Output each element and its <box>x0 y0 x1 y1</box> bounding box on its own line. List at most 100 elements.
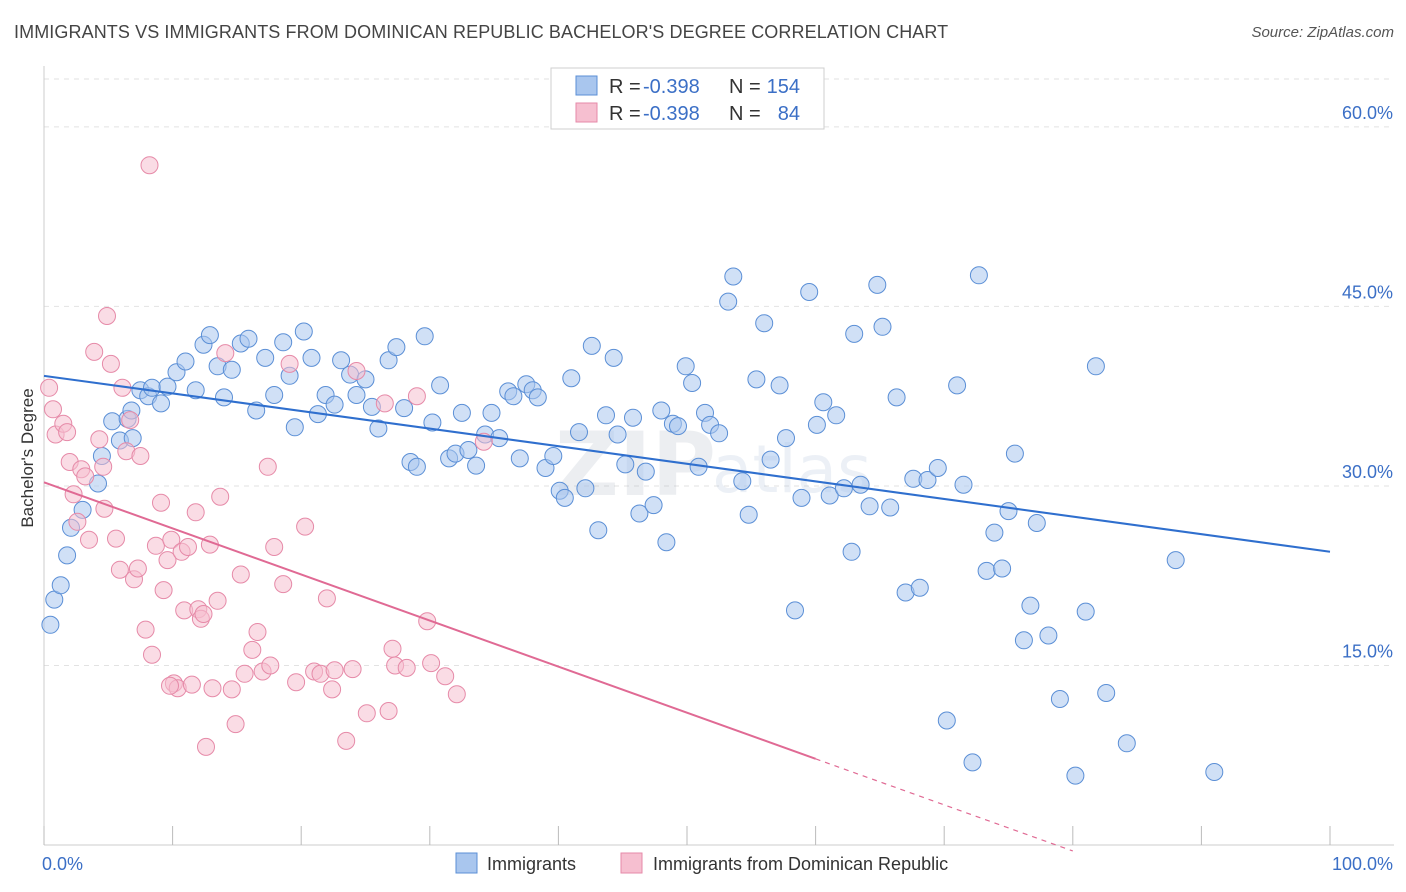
immigrants-point <box>842 542 861 561</box>
dominican-point <box>296 517 315 536</box>
dominican-point <box>379 702 398 720</box>
immigrants-point <box>834 479 853 498</box>
dominican-point <box>418 612 437 631</box>
dominican-point <box>337 731 356 750</box>
dominican-point <box>146 536 165 555</box>
immigrants-point <box>887 388 906 407</box>
dominican-point <box>80 530 98 549</box>
stats-r-label: R = <box>609 76 641 98</box>
dominican-point <box>162 530 181 549</box>
dominican-point <box>140 156 159 175</box>
dominican-point <box>136 620 155 639</box>
dominican-point <box>203 679 222 698</box>
immigrants-point <box>222 360 241 379</box>
dominican-point <box>94 457 113 476</box>
immigrants-point <box>1097 684 1116 702</box>
immigrants-point <box>1014 631 1033 650</box>
immigrants-point <box>528 388 547 407</box>
immigrants-point <box>786 601 804 620</box>
immigrants-point <box>423 413 442 432</box>
dominican-point <box>265 538 284 556</box>
dominican-point <box>152 493 170 512</box>
chart-title: IMMIGRANTS VS IMMIGRANTS FROM DOMINICAN … <box>14 22 949 42</box>
immigrants-point <box>733 472 752 491</box>
dominican-point <box>143 645 161 664</box>
immigrants-point <box>274 333 293 352</box>
immigrants-point <box>881 498 900 517</box>
dominican-point <box>422 654 441 673</box>
immigrants-point <box>387 338 406 357</box>
y-tick-label: 60.0% <box>1342 103 1393 123</box>
dominican-point <box>323 680 342 699</box>
dominican-point <box>154 581 173 600</box>
dominican-point <box>325 661 344 680</box>
immigrants-point <box>985 523 1004 542</box>
immigrants-point <box>41 615 60 634</box>
dominican-point <box>121 411 140 430</box>
immigrants-point <box>176 352 195 371</box>
dominican-point <box>98 307 116 325</box>
immigrants-point <box>657 533 676 552</box>
immigrants-point <box>158 377 177 396</box>
dominican-point <box>128 559 147 578</box>
immigrants-point <box>200 326 219 345</box>
dominican-point <box>182 675 201 694</box>
dominican-point <box>317 589 336 608</box>
immigrants-point <box>792 488 811 507</box>
dominican-point <box>383 639 402 658</box>
stats-n-value: 84 <box>778 103 800 125</box>
y-tick-labels: 15.0% 30.0% 45.0% 60.0% <box>1342 103 1393 662</box>
immigrants-point <box>482 403 501 422</box>
dominican-point <box>131 447 150 465</box>
immigrants-point <box>999 502 1018 521</box>
immigrants-point <box>669 417 687 436</box>
x-tick-labels: 0.0% 100.0% <box>42 854 1393 874</box>
immigrants-point <box>1021 596 1040 615</box>
immigrants-point <box>616 455 635 474</box>
dominican-point <box>107 529 125 548</box>
immigrants-point <box>624 408 642 427</box>
immigrants-point <box>239 329 258 348</box>
immigrants-point <box>1205 763 1224 781</box>
dominican-point <box>101 354 120 373</box>
immigrants-point <box>937 711 956 730</box>
immigrants-point <box>739 505 758 524</box>
dominican-point <box>226 715 245 734</box>
stats-n-label: N = <box>729 76 761 98</box>
dominican-point <box>44 400 62 419</box>
immigrants-point <box>265 386 284 404</box>
immigrants-point <box>143 378 161 397</box>
immigrants-point <box>1005 444 1024 463</box>
trend-line-dominican <box>43 481 816 760</box>
immigrants-point <box>761 450 780 469</box>
dominican-point <box>186 503 205 522</box>
dominican-point <box>235 664 254 683</box>
dominican-point <box>179 538 197 556</box>
immigrants-point <box>186 381 205 400</box>
legend-label: Immigrants <box>487 854 576 874</box>
immigrants-point <box>407 457 426 476</box>
immigrants-point <box>576 479 595 498</box>
immigrants-point <box>977 561 996 580</box>
immigrants-point <box>597 406 615 425</box>
immigrants-point <box>724 267 743 286</box>
immigrants-point <box>948 376 967 395</box>
immigrants-point <box>630 504 649 523</box>
immigrants-point <box>604 348 623 367</box>
legend-swatch-dominican <box>620 852 643 874</box>
dominican-point <box>287 673 306 692</box>
dominican-point <box>280 354 299 373</box>
immigrants-point <box>415 327 434 346</box>
source-credit: Source: ZipAtlas.com <box>1251 24 1394 41</box>
legend-swatch-immigrants <box>455 852 478 874</box>
dominican-point <box>248 623 267 641</box>
immigrants-point <box>452 403 471 422</box>
stats-n-label: N = <box>729 103 761 125</box>
immigrants-point <box>710 424 729 443</box>
dominican-point <box>375 394 394 413</box>
immigrants-point <box>589 521 608 540</box>
immigrants-point <box>1166 551 1185 570</box>
immigrants-point <box>395 399 414 418</box>
dominican-point <box>158 551 177 570</box>
